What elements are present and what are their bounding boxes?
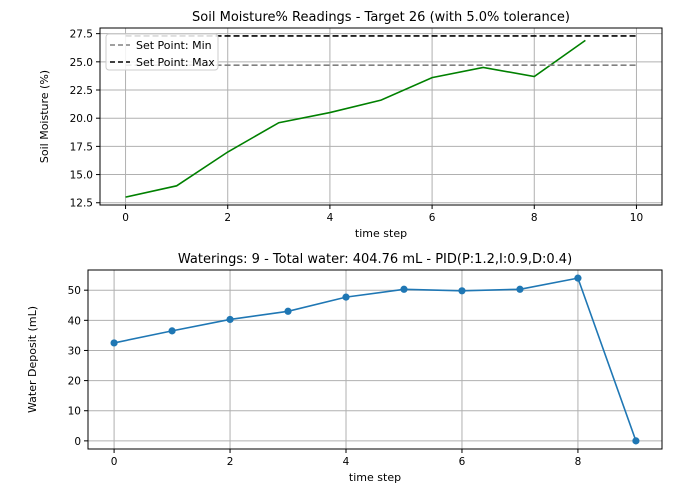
moisture-y-tick-label-0: 12.5 xyxy=(70,198,93,210)
moisture-y-tick-label-2: 17.5 xyxy=(70,141,93,153)
water-data-point-7 xyxy=(516,285,524,293)
moisture-x-tick-label-2: 4 xyxy=(327,212,334,224)
water-data-point-8 xyxy=(574,274,582,282)
moisture-y-tick-label-6: 27.5 xyxy=(70,29,93,41)
water-data-point-6 xyxy=(458,287,466,295)
legend-box xyxy=(105,33,219,71)
water-y-tick-label-2: 20 xyxy=(68,376,81,388)
moisture-y-tick-label-4: 22.5 xyxy=(70,85,93,97)
moisture-x-tick-label-3: 6 xyxy=(429,212,436,224)
water-y-tick-label-3: 30 xyxy=(68,345,81,357)
water-data-point-5 xyxy=(400,285,408,293)
moisture-x-tick-label-4: 8 xyxy=(531,212,538,224)
water-grid xyxy=(88,270,662,449)
water-data-point-9 xyxy=(632,437,640,445)
moisture-y-ticks: 12.5 15.0 17.5 20.0 22.5 25.0 27.5 xyxy=(70,29,100,210)
moisture-x-tick-label-0: 0 xyxy=(122,212,129,224)
moisture-chart-title: Soil Moisture% Readings - Target 26 (wit… xyxy=(192,10,570,25)
moisture-series-line-0 xyxy=(125,39,586,198)
water-y-tick-label-5: 50 xyxy=(68,285,81,297)
water-x-tick-label-0: 0 xyxy=(111,456,118,468)
water-series-line-0 xyxy=(113,277,637,442)
moisture-y-tick-label-3: 20.0 xyxy=(70,113,93,125)
water-data-point-2 xyxy=(226,315,234,324)
water-x-tick-label-1: 2 xyxy=(227,456,234,468)
moisture-x-axis-label: time step xyxy=(355,227,407,240)
moisture-y-tick-label-5: 25.0 xyxy=(70,57,93,69)
water-chart-title: Waterings: 9 - Total water: 404.76 mL - … xyxy=(178,252,572,267)
moisture-x-ticks: 0 2 4 6 8 10 xyxy=(122,205,643,224)
water-y-ticks: 0 10 20 30 40 50 xyxy=(68,285,88,448)
water-x-tick-label-4: 8 xyxy=(575,456,582,468)
water-y-tick-label-4: 40 xyxy=(68,315,81,327)
water-y-tick-label-1: 10 xyxy=(68,406,81,418)
water-data-point-3 xyxy=(284,307,292,315)
water-x-axis-label: time step xyxy=(349,471,401,484)
moisture-legend: Set Point: Min Set Point: Max xyxy=(105,33,219,71)
moisture-x-tick-label-5: 10 xyxy=(630,212,643,224)
moisture-y-axis-label: Soil Moisture (%) xyxy=(38,70,51,163)
moisture-x-tick-label-1: 2 xyxy=(224,212,231,224)
water-y-axis-label: Water Deposit (mL) xyxy=(26,306,39,413)
water-plot-frame xyxy=(87,269,663,450)
moisture-chart: 0 2 4 6 8 10 12.5 15.0 17.5 20.0 22.5 25.0 27.5 Soi… xyxy=(38,10,663,240)
moisture-plot-frame xyxy=(99,27,663,206)
water-x-tick-label-2: 4 xyxy=(343,456,350,468)
water-chart: 0 2 4 6 8 0 10 20 30 40 50 Waterings: 9 - Total w… xyxy=(26,252,663,484)
water-x-ticks: 0 2 4 6 8 xyxy=(111,449,582,468)
legend-label-set-point-min: Set Point: Min xyxy=(136,39,212,52)
legend-label-set-point-max: Set Point: Max xyxy=(136,56,215,69)
water-y-tick-label-0: 0 xyxy=(74,436,81,448)
water-data-point-1 xyxy=(168,327,176,335)
water-data-point-0 xyxy=(110,339,118,347)
moisture-y-tick-label-1: 15.0 xyxy=(70,170,93,182)
water-data-point-4 xyxy=(342,293,350,301)
water-lines xyxy=(110,274,640,445)
water-x-tick-label-3: 6 xyxy=(459,456,466,468)
